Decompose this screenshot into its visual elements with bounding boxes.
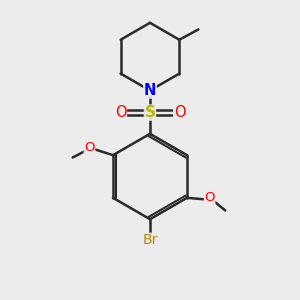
Text: O: O xyxy=(115,105,126,120)
Text: Br: Br xyxy=(142,233,158,248)
Text: O: O xyxy=(84,141,95,154)
Text: S: S xyxy=(145,105,155,120)
Text: N: N xyxy=(144,83,156,98)
Text: O: O xyxy=(204,191,215,204)
Text: O: O xyxy=(174,105,185,120)
